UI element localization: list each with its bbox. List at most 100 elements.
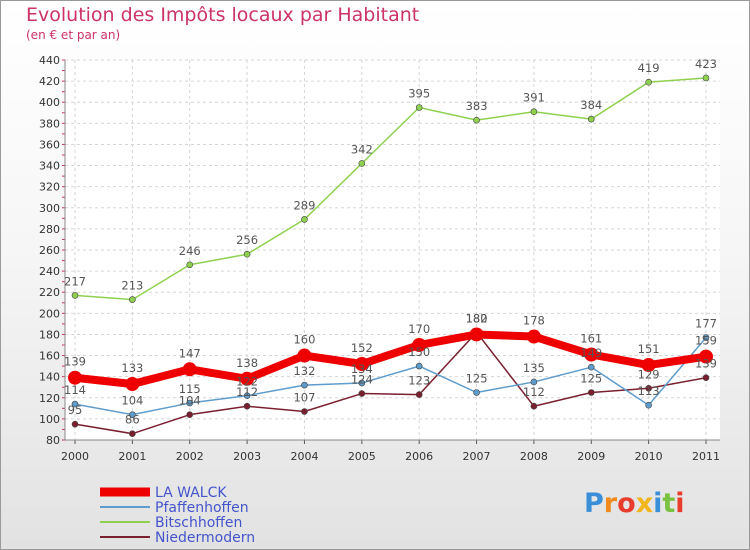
legend-label-la-walck: LA WALCK — [155, 485, 227, 501]
point-niedermodern — [129, 430, 136, 437]
data-label-la-walck: 170 — [408, 322, 430, 336]
y-tick-label: 260 — [39, 244, 60, 257]
point-pfaffenhoffen — [129, 411, 136, 418]
point-bitschhoffen — [186, 261, 194, 269]
x-tick-label: 2003 — [233, 450, 261, 463]
y-tick-label: 420 — [39, 75, 60, 88]
y-tick-label: 180 — [39, 328, 60, 341]
point-la-walck — [182, 362, 197, 377]
data-label-niedermodern: 123 — [408, 374, 430, 388]
data-label-pfaffenhoffen: 115 — [179, 382, 201, 396]
data-label-bitschhoffen: 419 — [638, 61, 660, 75]
y-tick-label: 80 — [46, 434, 60, 447]
data-label-la-walck: 180 — [466, 311, 488, 325]
point-pfaffenhoffen — [587, 363, 595, 371]
point-pfaffenhoffen — [415, 362, 423, 370]
data-label-niedermodern: 104 — [179, 394, 201, 408]
series-line-niedermodern — [74, 331, 707, 435]
data-label-bitschhoffen: 383 — [466, 99, 488, 113]
point-bitschhoffen — [415, 104, 423, 111]
point-la-walck — [584, 347, 599, 362]
data-label-bitschhoffen: 217 — [64, 274, 86, 288]
x-tick-label: 2008 — [520, 450, 548, 463]
y-tick-label: 100 — [39, 413, 60, 426]
y-tick-label: 120 — [39, 392, 60, 405]
legend-label-bitschhoffen: Bitschhoffen — [155, 515, 242, 531]
x-tick-label: 2001 — [118, 450, 146, 463]
point-bitschhoffen — [129, 296, 136, 303]
point-niedermodern — [530, 402, 538, 410]
point-pfaffenhoffen — [702, 334, 710, 341]
chart-title: Evolution des Impôts locaux par Habitant — [26, 4, 420, 26]
point-bitschhoffen — [702, 74, 710, 82]
data-label-niedermodern: 182 — [466, 311, 488, 325]
point-la-walck — [526, 329, 541, 344]
y-tick-label: 240 — [39, 265, 60, 278]
data-label-bitschhoffen: 213 — [121, 279, 143, 293]
x-tick-label: 2010 — [635, 450, 663, 463]
data-label-niedermodern: 139 — [695, 357, 717, 371]
y-tick-label: 340 — [39, 160, 60, 173]
data-label-bitschhoffen: 246 — [179, 244, 201, 258]
data-label-bitschhoffen: 289 — [293, 198, 315, 212]
data-label-la-walck: 151 — [638, 342, 660, 356]
point-la-walck — [641, 358, 656, 373]
data-label-la-walck: 138 — [236, 356, 258, 370]
point-pfaffenhoffen — [186, 399, 194, 407]
data-label-pfaffenhoffen: 122 — [236, 375, 258, 389]
data-label-la-walck: 147 — [179, 346, 201, 360]
data-label-la-walck: 161 — [580, 332, 602, 346]
point-niedermodern — [243, 402, 251, 410]
point-pfaffenhoffen — [473, 389, 480, 396]
point-la-walck — [699, 349, 713, 364]
data-label-niedermodern: 112 — [523, 385, 545, 399]
point-bitschhoffen — [71, 292, 79, 299]
point-pfaffenhoffen — [530, 378, 538, 386]
x-tick-label: 2002 — [176, 450, 204, 463]
data-label-niedermodern: 86 — [125, 413, 140, 427]
point-la-walck — [354, 357, 369, 371]
data-label-pfaffenhoffen: 113 — [638, 384, 660, 398]
point-la-walck — [68, 370, 82, 385]
y-tick-label: 400 — [39, 96, 60, 109]
point-niedermodern — [186, 411, 194, 418]
y-tick-label: 320 — [39, 181, 60, 194]
point-niedermodern — [415, 391, 423, 398]
x-tick-label: 2007 — [463, 450, 491, 463]
point-bitschhoffen — [645, 78, 652, 86]
y-tick-label: 440 — [39, 54, 60, 67]
y-tick-label: 380 — [39, 117, 60, 130]
y-tick-label: 160 — [39, 350, 60, 363]
point-bitschhoffen — [530, 108, 538, 116]
data-label-la-walck: 178 — [523, 314, 545, 328]
point-bitschhoffen — [358, 160, 366, 167]
data-label-niedermodern: 95 — [68, 403, 83, 417]
data-label-pfaffenhoffen: 125 — [466, 372, 488, 386]
point-pfaffenhoffen — [71, 400, 79, 408]
y-tick-label: 200 — [39, 307, 60, 320]
data-label-la-walck: 152 — [351, 341, 373, 355]
data-label-pfaffenhoffen: 104 — [121, 394, 143, 408]
point-pfaffenhoffen — [358, 379, 366, 387]
data-label-pfaffenhoffen: 150 — [408, 345, 430, 359]
data-label-la-walck: 133 — [121, 361, 143, 375]
y-tick-label: 220 — [39, 286, 60, 299]
point-la-walck — [297, 348, 312, 363]
point-niedermodern — [587, 389, 595, 396]
point-bitschhoffen — [243, 250, 251, 258]
point-niedermodern — [71, 420, 79, 428]
y-tick-label: 300 — [39, 202, 60, 215]
data-label-niedermodern: 124 — [351, 373, 373, 387]
point-niedermodern — [358, 390, 366, 397]
data-label-bitschhoffen: 342 — [351, 142, 373, 156]
data-label-pfaffenhoffen: 135 — [523, 361, 545, 375]
point-bitschhoffen — [587, 115, 595, 123]
data-label-bitschhoffen: 256 — [236, 233, 258, 247]
point-bitschhoffen — [301, 216, 308, 223]
data-label-niedermodern: 112 — [236, 385, 258, 399]
data-label-la-walck: 159 — [695, 334, 717, 348]
legend-label-pfaffenhoffen: Pfaffenhoffen — [155, 500, 249, 516]
data-label-bitschhoffen: 423 — [695, 57, 717, 71]
series-line-bitschhoffen — [74, 77, 707, 301]
